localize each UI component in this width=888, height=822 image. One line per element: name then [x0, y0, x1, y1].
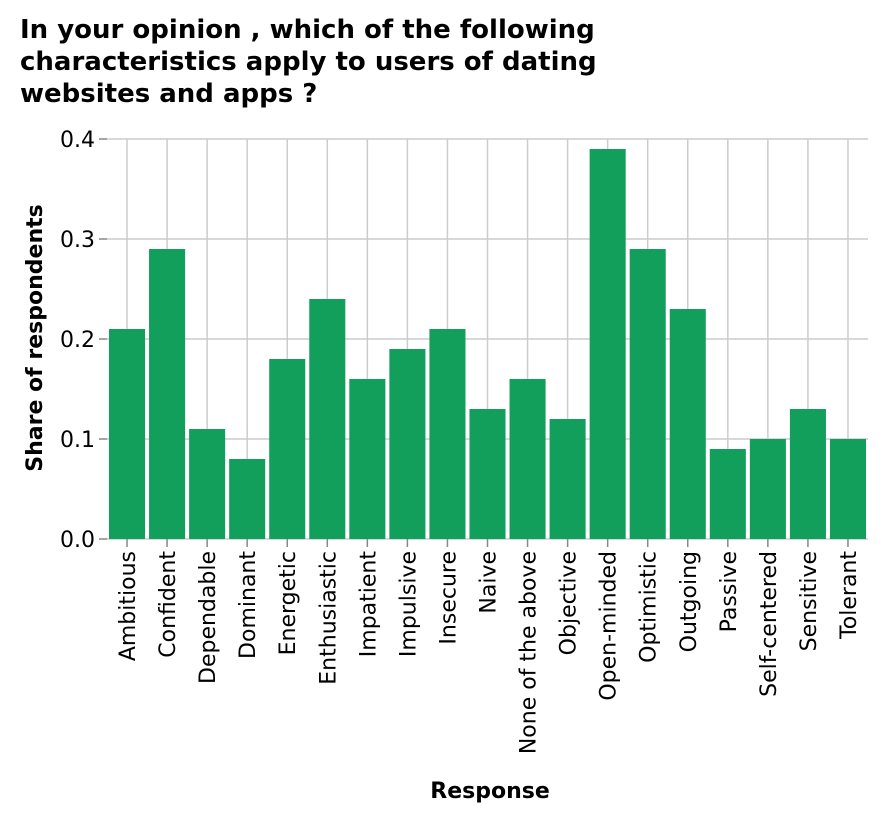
bar-confident	[149, 249, 186, 539]
bar-enthusiastic	[309, 299, 346, 539]
x-tick-label: Self-centered	[757, 551, 782, 697]
x-axis-title: Response	[430, 779, 550, 804]
y-tick-label: 0.4	[60, 128, 95, 153]
bar-self-centered	[749, 439, 786, 539]
bar-energetic	[269, 359, 306, 539]
x-tick-label: Naive	[477, 551, 502, 614]
x-tick-label: None of the above	[517, 551, 542, 754]
y-tick-label: 0.3	[60, 228, 95, 253]
bar-impatient	[349, 379, 386, 539]
x-tick-label: Insecure	[436, 551, 461, 645]
x-tick-label: Optimistic	[637, 551, 662, 663]
x-tick-label: Sensitive	[797, 551, 822, 651]
bar-outgoing	[669, 309, 706, 539]
bar-tolerant	[829, 439, 866, 539]
x-tick-label: Impatient	[356, 551, 381, 658]
bar-passive	[709, 449, 746, 539]
x-tick-label: Ambitious	[116, 551, 141, 661]
x-tick-label: Impulsive	[396, 551, 421, 657]
bar-naive	[469, 409, 506, 539]
y-axis-title: Share of respondents	[23, 204, 48, 471]
bar-dominant	[229, 459, 266, 539]
bar-ambitious	[109, 329, 146, 539]
x-axis-ticks: Ambitious Confident Dependable Dominant Ener…	[116, 539, 862, 754]
x-tick-label: Enthusiastic	[316, 551, 341, 685]
bar-optimistic	[629, 249, 666, 539]
x-tick-label: Passive	[717, 551, 742, 632]
x-tick-label: Dependable	[196, 551, 221, 684]
y-axis-ticks: 0.0 0.1 0.2 0.3 0.4	[60, 128, 95, 553]
x-tick-label: Confident	[156, 551, 181, 658]
y-tick-label: 0.0	[60, 528, 95, 553]
bar-objective	[549, 419, 586, 539]
bar-open-minded	[589, 149, 626, 539]
x-tick-label: Objective	[557, 551, 582, 655]
bar-sensitive	[789, 409, 826, 539]
x-tick-label: Outgoing	[677, 551, 702, 652]
x-tick-label: Energetic	[276, 551, 301, 655]
bars	[109, 149, 866, 539]
bar-none-of-the-above	[509, 379, 546, 539]
x-tick-label: Dominant	[236, 551, 261, 659]
x-tick-label: Open-minded	[597, 551, 622, 701]
bar-impulsive	[389, 349, 426, 539]
bar-insecure	[429, 329, 466, 539]
bar-dependable	[189, 429, 226, 539]
chart-title: In your opinion , which of the following…	[20, 15, 597, 109]
x-tick-label: Tolerant	[837, 551, 862, 640]
y-tick-label: 0.1	[60, 428, 95, 453]
y-tick-label: 0.2	[60, 328, 95, 353]
